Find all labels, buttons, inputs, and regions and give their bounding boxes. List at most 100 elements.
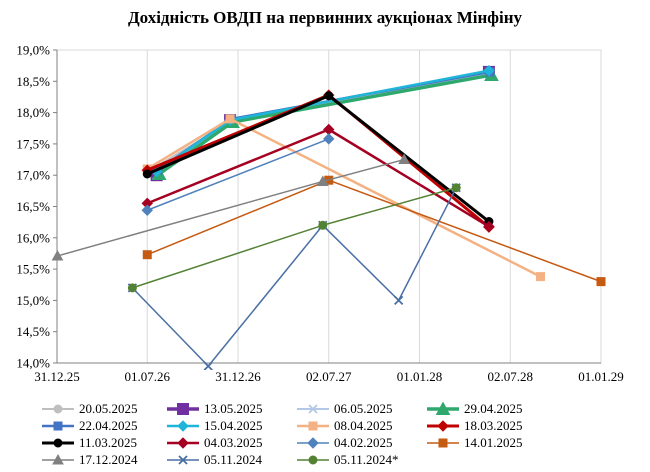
series-line (156, 70, 491, 172)
legend-item: 14.01.2025 (425, 434, 523, 451)
y-tick-label: 17,5% (16, 136, 50, 151)
legend-swatch (297, 403, 329, 414)
legend-swatch (427, 401, 459, 415)
legend-label: 22.04.2025 (79, 417, 138, 433)
series-11.03.2025 (142, 91, 494, 227)
legend-item: 15.04.2025 (165, 417, 263, 434)
data-point (141, 204, 153, 216)
legend-swatch (427, 419, 459, 432)
legend-label: 04.02.2025 (334, 434, 393, 450)
legend-label: 29.04.2025 (464, 400, 523, 416)
legend-label: 13.05.2025 (204, 400, 263, 416)
data-point (483, 220, 495, 233)
series-line (132, 186, 457, 289)
legend-swatch (42, 453, 74, 464)
legend-swatch (427, 438, 459, 447)
legend-label: 08.04.2025 (334, 417, 393, 433)
x-tick-label: 01.01.29 (578, 369, 624, 384)
legend-label: 17.12.2024 (79, 451, 138, 467)
data-point (398, 153, 410, 165)
y-tick-label: 18,5% (16, 74, 50, 89)
legend-swatch (42, 404, 74, 413)
legend-label: 15.04.2025 (204, 417, 263, 433)
legend-item: 29.04.2025 (425, 400, 523, 417)
legend-item: 05.11.2024 (165, 451, 262, 468)
y-tick-label: 14,5% (16, 324, 50, 339)
y-tick-label: 18,0% (16, 105, 50, 120)
data-point (51, 249, 64, 261)
data-point (203, 361, 213, 370)
legend-swatch (167, 436, 199, 449)
series-line (146, 93, 490, 229)
legend-swatch (167, 402, 199, 415)
legend-item: 04.02.2025 (295, 434, 393, 451)
legend-item: 20.05.2025 (40, 400, 138, 417)
series-line (156, 72, 490, 177)
x-tick-label: 01.01.28 (397, 369, 443, 384)
legend-swatch (297, 436, 329, 449)
legend-item: 18.03.2025 (425, 417, 523, 434)
x-tick-label: 31.12.25 (34, 369, 80, 384)
series-29.04.2025 (151, 67, 499, 180)
y-tick-label: 16,5% (16, 199, 50, 214)
series-line (146, 179, 602, 283)
y-tick-label: 15,5% (16, 262, 50, 277)
y-tick-label: 17,0% (16, 168, 50, 183)
legend-item: 13.05.2025 (165, 400, 263, 417)
legend-swatch (42, 421, 74, 430)
data-point (536, 272, 546, 282)
x-tick-label: 02.07.28 (488, 369, 534, 384)
series-04.02.2025 (141, 133, 335, 216)
data-point (225, 114, 235, 124)
legend-item: 06.05.2025 (295, 400, 393, 417)
series-line (155, 70, 490, 177)
y-tick-label: 16,0% (16, 230, 50, 245)
axes: 31.12.25 01.07.26 31.12.26 02.07.27 01.01.28… (16, 43, 623, 385)
legend-label: 20.05.2025 (79, 400, 138, 416)
legend-swatch (297, 421, 329, 430)
series-line (146, 138, 330, 211)
series-line (131, 187, 457, 367)
data-point (323, 133, 335, 145)
legend-item: 11.03.2025 (40, 434, 137, 451)
legend-label: 11.03.2025 (79, 434, 138, 450)
data-point (324, 91, 334, 101)
x-tick-label: 01.07.26 (125, 369, 171, 384)
data-point (394, 295, 404, 306)
x-tick-label: 02.07.27 (306, 369, 352, 384)
series-group (51, 64, 606, 370)
legend-swatch (167, 454, 199, 465)
legend: 20.05.2025 13.05.2025 06.05.2025 29.04.2025… (40, 400, 640, 472)
data-point (142, 250, 152, 260)
legend-swatch (42, 438, 74, 447)
legend-item: 05.11.2024* (295, 451, 399, 468)
legend-swatch (167, 419, 199, 432)
series-05.11.2024* (127, 183, 461, 293)
data-point (142, 169, 152, 179)
legend-item: 08.04.2025 (295, 417, 393, 434)
x-tick-label: 31.12.26 (215, 369, 261, 384)
legend-label: 05.11.2024* (334, 451, 399, 467)
data-point (451, 183, 461, 193)
y-tick-label: 19,0% (16, 43, 50, 58)
legend-label: 14.01.2025 (464, 434, 523, 450)
series-line (146, 94, 490, 223)
series-line (158, 73, 492, 176)
series-17.12.2024 (51, 153, 410, 261)
data-point (483, 64, 495, 77)
legend-label: 18.03.2025 (464, 417, 523, 433)
data-point (127, 283, 137, 293)
legend-label: 05.11.2024 (204, 451, 263, 467)
y-tick-label: 14,0% (16, 356, 50, 371)
legend-item: 04.03.2025 (165, 434, 263, 451)
data-point (318, 220, 328, 230)
y-tick-label: 15,0% (16, 293, 50, 308)
legend-swatch (297, 455, 329, 464)
legend-label: 06.05.2025 (334, 400, 393, 416)
data-point (316, 175, 329, 186)
legend-label: 04.03.2025 (204, 434, 263, 450)
chart-title: Дохідність ОВДП на первинних аукціонах М… (127, 8, 523, 27)
data-point (596, 277, 606, 287)
legend-item: 22.04.2025 (40, 417, 138, 434)
series-18.03.2025 (141, 89, 495, 233)
